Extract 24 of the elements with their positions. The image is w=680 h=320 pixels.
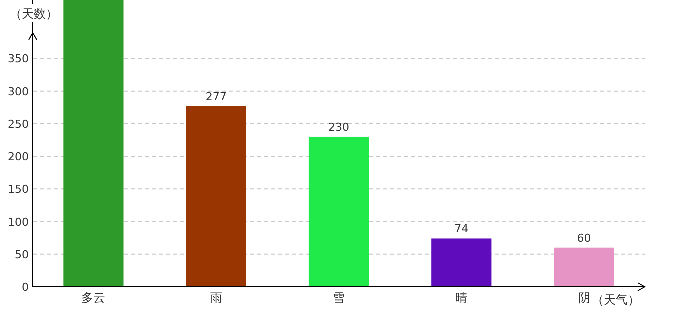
- bar: [64, 0, 124, 287]
- bar: [432, 238, 492, 287]
- bar: [308, 136, 370, 287]
- data-label: 60: [577, 232, 592, 245]
- y-tick-label: 0: [22, 281, 29, 294]
- x-tick-label: 雨: [210, 291, 222, 305]
- y-tick-label: 50: [15, 248, 29, 262]
- y-tick-label: 350: [8, 52, 29, 66]
- x-tick-label: 雪: [333, 291, 345, 305]
- y-tick-label: 150: [8, 183, 29, 196]
- x-tick-label: 晴: [456, 291, 468, 305]
- x-tick-label: 多云: [82, 291, 106, 305]
- data-label: 230: [328, 120, 350, 134]
- x-axis-title: （天气）: [592, 293, 640, 307]
- y-tick-label: 250: [8, 118, 29, 131]
- y-tick-label: 300: [8, 85, 29, 98]
- data-label: 277: [206, 90, 227, 104]
- y-tick-label: 100: [8, 216, 29, 229]
- x-tick-label: 阴: [578, 291, 590, 305]
- y-tick-label: 200: [8, 150, 29, 164]
- data-label: 74: [454, 222, 469, 236]
- y-axis-title: （天数）: [10, 7, 58, 21]
- bar: [186, 106, 246, 287]
- bar: [554, 248, 614, 287]
